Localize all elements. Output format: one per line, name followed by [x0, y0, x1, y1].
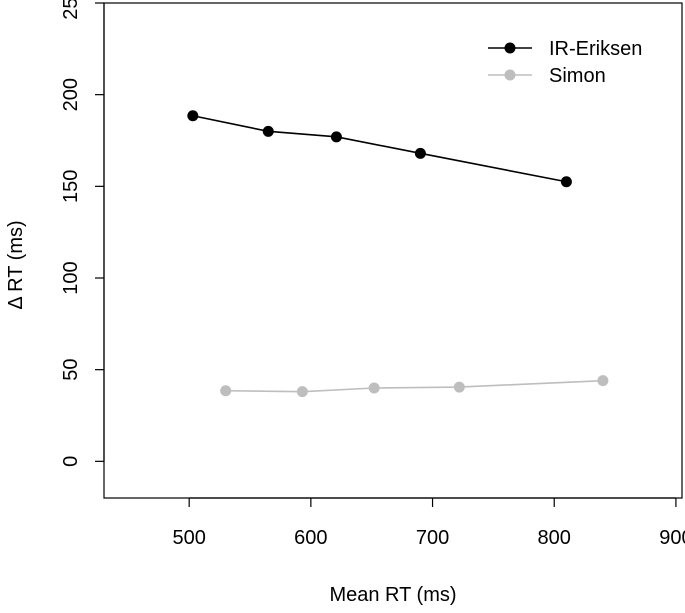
y-axis: 0 50 100 150 200 250: [60, 0, 105, 467]
x-tick-label: 500: [172, 527, 205, 549]
data-point: [296, 386, 308, 398]
x-axis: 500 600 700 800 900: [172, 497, 685, 549]
x-axis-label: Mean RT (ms): [329, 584, 456, 606]
legend-label: IR-Eriksen: [549, 38, 642, 60]
legend-item: Simon: [488, 65, 606, 87]
data-point: [560, 176, 572, 188]
legend-swatch-marker: [504, 42, 516, 54]
y-tick-label: 100: [60, 261, 82, 294]
legend-swatch-marker: [504, 69, 516, 81]
series-layer: [187, 110, 609, 398]
data-point: [453, 381, 465, 393]
series-line: [225, 379, 603, 393]
series-0: [187, 110, 572, 188]
data-point: [220, 385, 232, 397]
y-tick-label: 250: [60, 0, 82, 20]
y-tick-label: 0: [60, 456, 82, 467]
data-point: [597, 375, 609, 387]
legend-item: IR-Eriksen: [488, 38, 642, 60]
data-point: [187, 110, 199, 122]
y-tick-label: 200: [60, 78, 82, 111]
y-axis-label: Δ RT (ms): [5, 220, 27, 309]
legend: IR-Eriksen Simon: [488, 38, 642, 87]
data-point: [368, 382, 380, 394]
data-point: [330, 131, 342, 143]
y-tick-label: 150: [60, 170, 82, 203]
data-point: [414, 147, 426, 159]
x-tick-label: 900: [659, 527, 685, 549]
legend-label: Simon: [549, 65, 606, 87]
series-1: [220, 375, 609, 398]
x-tick-label: 600: [294, 527, 327, 549]
data-point: [262, 125, 274, 137]
x-tick-label: 700: [416, 527, 449, 549]
x-tick-label: 800: [538, 527, 571, 549]
series-line: [192, 114, 567, 183]
y-tick-label: 50: [60, 359, 82, 381]
